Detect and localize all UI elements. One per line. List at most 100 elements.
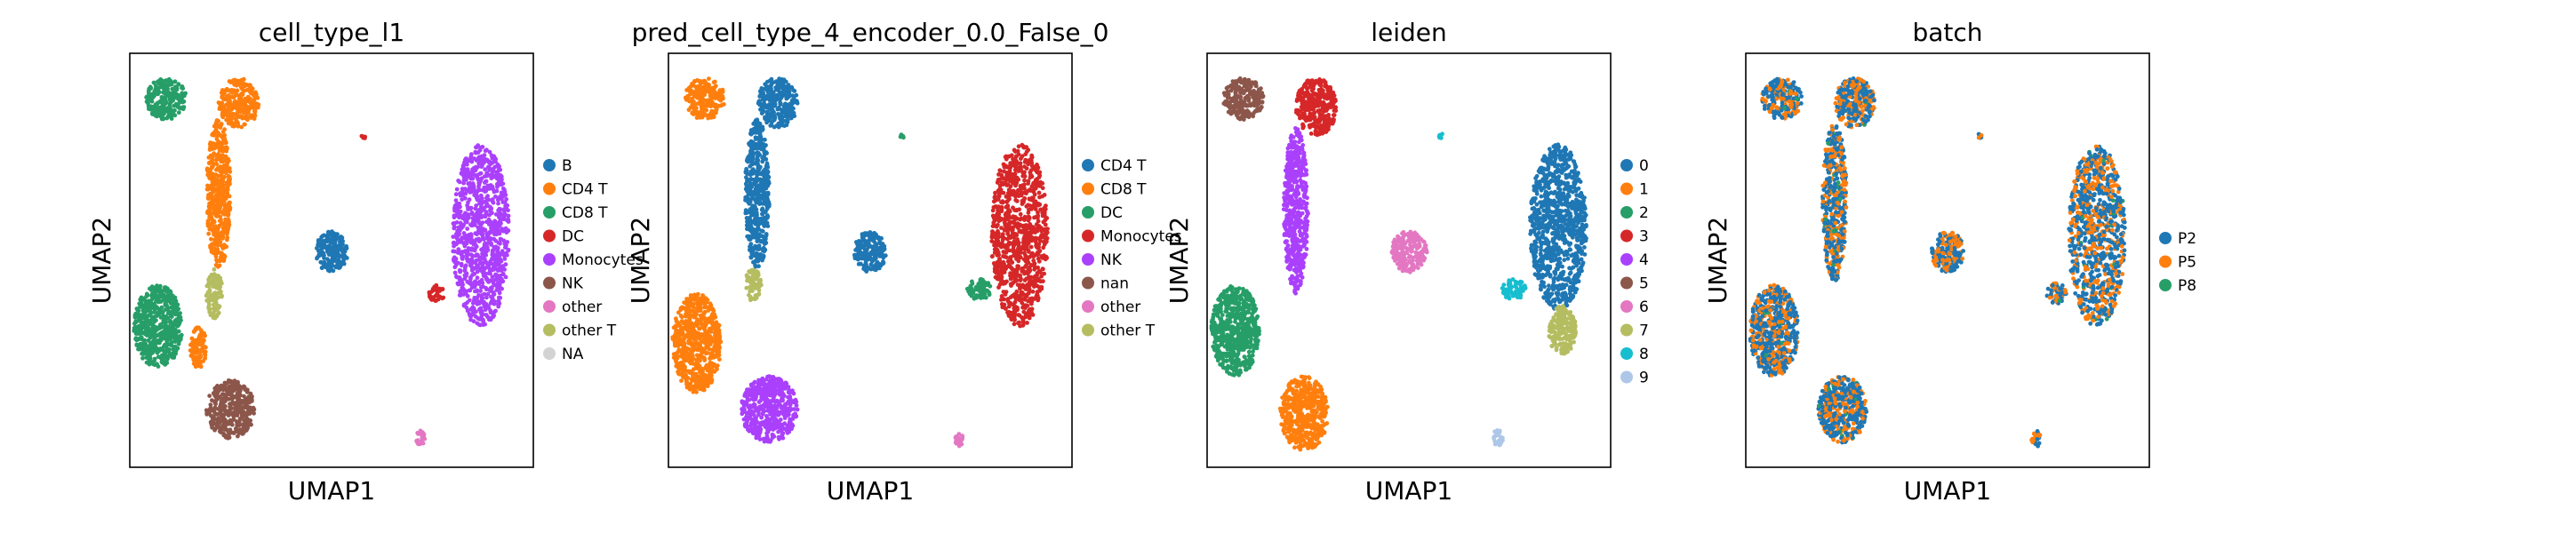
point [760, 107, 765, 112]
point [694, 378, 699, 384]
point [714, 107, 719, 112]
point [160, 353, 164, 358]
point [134, 320, 139, 324]
point [475, 321, 480, 326]
point [494, 287, 500, 292]
point [678, 371, 684, 377]
point [152, 310, 157, 314]
point [766, 175, 772, 179]
point [159, 78, 164, 84]
legend-label: CD4 T [562, 181, 608, 199]
point [428, 296, 434, 301]
point [762, 176, 767, 181]
point [209, 295, 213, 300]
point [152, 319, 157, 324]
point [220, 113, 225, 118]
point [248, 406, 252, 410]
point [175, 323, 180, 329]
point [460, 256, 465, 260]
point [212, 141, 217, 147]
point [700, 107, 705, 113]
point [207, 142, 212, 147]
point [487, 172, 492, 178]
point [475, 299, 480, 305]
point [223, 102, 228, 107]
point [692, 309, 697, 314]
point [763, 137, 767, 142]
point [163, 91, 168, 96]
point [480, 253, 485, 259]
point [242, 109, 247, 115]
point [699, 86, 703, 91]
point [459, 263, 464, 268]
point [342, 253, 348, 259]
point [699, 332, 704, 337]
point [708, 341, 713, 346]
point [236, 109, 240, 115]
point [222, 136, 228, 141]
point [209, 243, 214, 247]
point [464, 241, 469, 246]
point [237, 106, 243, 111]
point [325, 235, 330, 239]
point [769, 113, 773, 118]
point [209, 421, 214, 426]
point [161, 101, 165, 107]
point [161, 361, 166, 366]
point [706, 308, 711, 313]
point [170, 354, 175, 360]
point [455, 211, 460, 216]
point [687, 331, 692, 337]
point [221, 256, 227, 261]
point [472, 282, 476, 287]
point [242, 82, 247, 87]
point [682, 300, 686, 305]
point [152, 342, 157, 346]
point [750, 289, 755, 293]
point [497, 300, 501, 306]
point [420, 430, 425, 435]
point [172, 296, 178, 301]
point [209, 236, 213, 242]
point [457, 215, 461, 220]
point [139, 298, 144, 303]
point [158, 315, 164, 320]
cluster-CD4 T [204, 118, 233, 269]
point [224, 224, 229, 228]
point [215, 186, 220, 191]
point [223, 171, 228, 176]
point [691, 305, 696, 309]
point [176, 82, 181, 87]
point [239, 406, 244, 411]
scatter-points [132, 76, 511, 447]
point [752, 197, 757, 203]
point [169, 329, 174, 334]
point [684, 376, 689, 381]
point [506, 228, 510, 233]
point [240, 427, 244, 433]
point [777, 76, 781, 82]
point [716, 325, 721, 330]
point [216, 226, 221, 230]
legend-marker [543, 253, 556, 266]
point [717, 357, 722, 362]
point [459, 236, 464, 242]
umap-panel-2: pred_cell_type_4_encoder_0.0_False_0UMAP… [626, 18, 1182, 505]
point [692, 346, 698, 352]
point [171, 98, 176, 103]
point [466, 200, 470, 205]
point [338, 237, 342, 243]
point [141, 310, 147, 315]
point [495, 182, 500, 187]
point [215, 396, 220, 402]
point [756, 243, 762, 249]
point [209, 215, 214, 219]
point [453, 198, 459, 203]
legend-label: other [562, 298, 602, 316]
point [790, 101, 795, 106]
point [484, 211, 488, 217]
point [218, 275, 223, 281]
point [326, 251, 332, 256]
point [493, 159, 498, 164]
cluster-CD8 T [670, 291, 724, 394]
